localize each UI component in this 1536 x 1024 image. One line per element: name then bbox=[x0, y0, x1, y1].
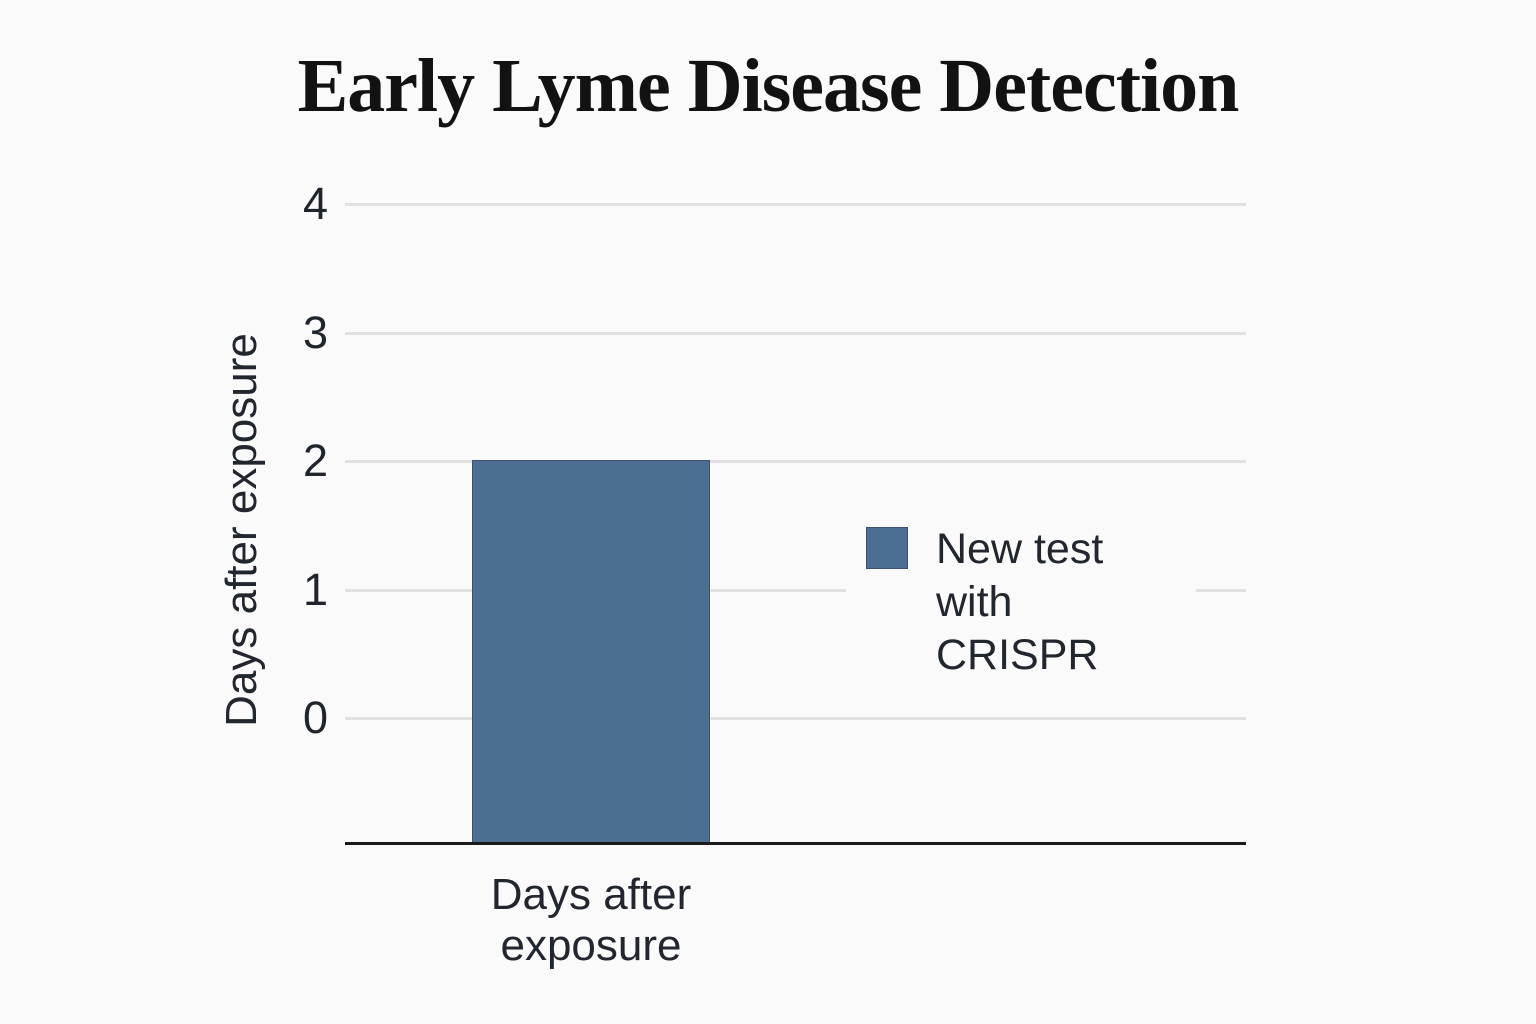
gridline-0 bbox=[345, 717, 1246, 720]
legend-swatch-icon bbox=[866, 527, 908, 569]
y-tick-label-4: 4 bbox=[302, 178, 328, 229]
y-tick-label-3: 3 bbox=[302, 307, 328, 358]
gridline-3 bbox=[345, 332, 1246, 335]
gridline-1 bbox=[345, 589, 1246, 592]
legend: New test with CRISPR bbox=[846, 501, 1196, 704]
bar-days-after-exposure bbox=[472, 460, 710, 845]
y-axis-title: Days after exposure bbox=[217, 333, 266, 727]
y-tick-label-2: 2 bbox=[302, 435, 328, 486]
gridline-2 bbox=[345, 460, 1246, 463]
gridline-4 bbox=[345, 203, 1246, 206]
legend-label: New test with CRISPR bbox=[936, 525, 1104, 679]
y-tick-label-0: 0 bbox=[302, 692, 328, 743]
x-category-label: Days after exposure bbox=[490, 870, 692, 970]
x-axis-line bbox=[345, 842, 1246, 845]
y-tick-label-1: 1 bbox=[302, 564, 328, 615]
chart-title: Early Lyme Disease Detection bbox=[297, 44, 1240, 128]
